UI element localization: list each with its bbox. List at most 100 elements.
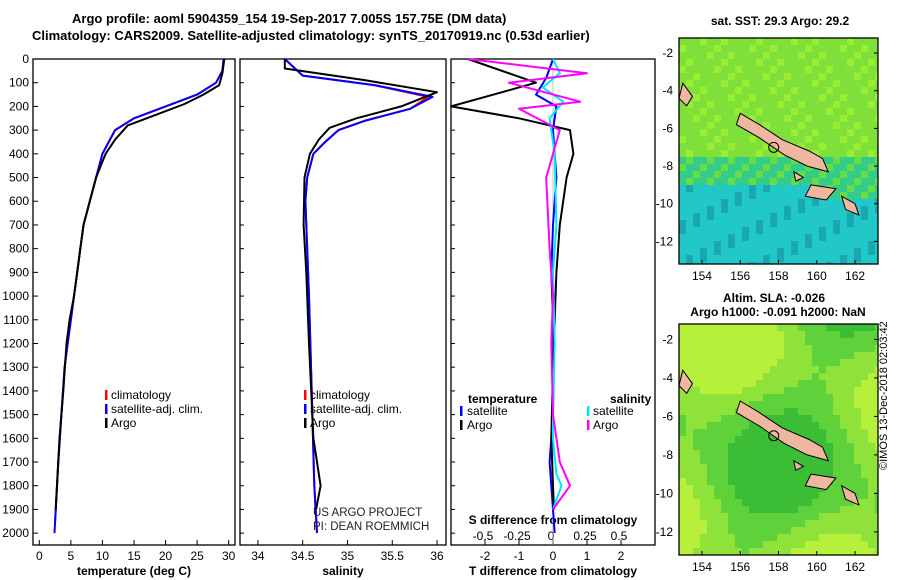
map-grid-cell [812,394,819,401]
map-grid-cell [679,338,686,345]
map-grid-cell [686,143,693,150]
map-grid-cell [679,108,686,115]
map-grid-cell [679,171,686,178]
map-grid-cell [791,73,798,80]
map-grid-cell [742,227,749,234]
map-grid-cell [770,45,777,52]
map-grid-cell [875,38,878,45]
map-grid-cell [763,443,770,450]
map-grid-cell [700,527,707,534]
map-grid-cell [833,331,840,338]
map-grid-cell [763,150,770,157]
map-grid-cell [763,171,770,178]
map-grid-cell [840,157,847,164]
map-grid-cell [721,513,728,520]
map-grid-cell [721,94,728,101]
map-grid-cell [812,457,819,464]
map-grid-cell [756,171,763,178]
map-grid-cell [805,534,812,541]
map-grid-cell [770,122,777,129]
map-grid-cell [693,408,700,415]
map-grid-cell [749,185,756,192]
map-grid-cell [700,373,707,380]
map-grid-cell [721,38,728,45]
map-grid-cell [875,164,878,171]
map-grid-cell [819,366,826,373]
map-grid-cell [805,234,812,241]
map-grid-cell [826,548,833,555]
map-grid-cell [707,38,714,45]
map-grid-cell [819,527,826,534]
map-grid-cell [812,513,819,520]
map-grid-cell [819,331,826,338]
map-grid-cell [707,129,714,136]
map-grid-cell [749,338,756,345]
map-grid-cell [679,485,686,492]
map-grid-cell [805,527,812,534]
map-grid-cell [784,213,791,220]
map-grid-cell [742,38,749,45]
map-grid-cell [756,387,763,394]
map-grid-cell [840,101,847,108]
map-grid-cell [784,464,791,471]
legend-label: satellite [467,404,508,418]
map-grid-cell [791,136,798,143]
map-grid-cell [749,157,756,164]
map-grid-cell [770,227,777,234]
map-grid-cell [861,87,868,94]
map-grid-cell [749,331,756,338]
map-grid-cell [686,359,693,366]
map-grid-cell [686,548,693,555]
map-grid-cell [819,234,826,241]
map-grid-cell [721,122,728,129]
map-grid-cell [679,471,686,478]
map-grid-cell [742,59,749,66]
map-grid-cell [847,185,854,192]
map-grid-cell [784,227,791,234]
map-grid-cell [826,206,833,213]
map-grid-cell [833,352,840,359]
map-grid-cell [735,373,742,380]
legend-title-temperature: temperature [468,392,538,406]
map-grid-cell [770,331,777,338]
map-grid-cell [861,234,868,241]
map-grid-cell [686,478,693,485]
map-grid-cell [721,199,728,206]
map-grid-cell [770,345,777,352]
map-grid-cell [777,520,784,527]
map-grid-cell [840,59,847,66]
map-grid-cell [805,429,812,436]
map-grid-cell [833,401,840,408]
map-grid-cell [777,415,784,422]
map-grid-cell [819,345,826,352]
map-grid-cell [868,150,875,157]
map-grid-cell [805,38,812,45]
map-grid-cell [826,471,833,478]
map-grid-cell [714,129,721,136]
map-grid-cell [686,492,693,499]
legend-swatch [304,418,307,428]
map-grid-cell [700,220,707,227]
map-grid-cell [763,429,770,436]
map-grid-cell [700,422,707,429]
map-grid-cell [847,520,854,527]
map-grid-cell [784,443,791,450]
map-grid-cell [805,122,812,129]
map-grid-cell [875,248,878,255]
map-grid-cell [812,52,819,59]
map-grid-cell [777,220,784,227]
map-grid-cell [819,178,826,185]
map-grid-cell [735,150,742,157]
map-grid-cell [861,464,868,471]
map-grid-cell [707,464,714,471]
map-grid-cell [721,220,728,227]
map-grid-cell [868,213,875,220]
map-grid-cell [693,234,700,241]
map-grid-cell [805,220,812,227]
lat-tick-label: -10 [656,486,674,500]
lat-tick-label: -4 [662,84,673,98]
map-grid-cell [679,415,686,422]
map-grid-cell [840,541,847,548]
map-grid-cell [679,548,686,555]
map-grid-cell [854,345,861,352]
